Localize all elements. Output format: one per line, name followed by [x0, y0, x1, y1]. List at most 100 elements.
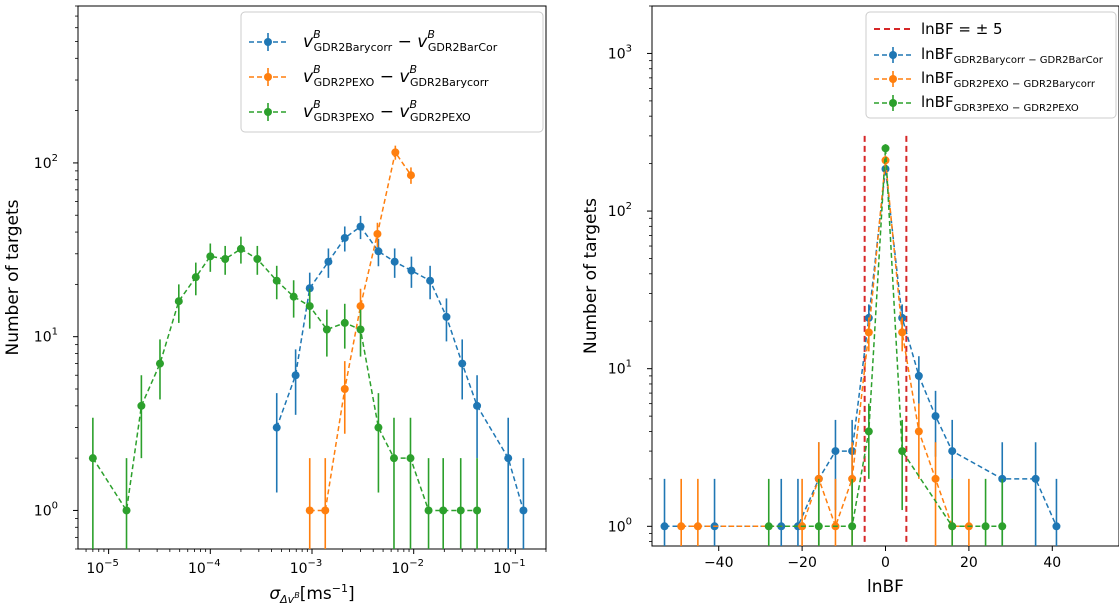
data-point: [660, 522, 669, 531]
data-point: [881, 144, 890, 153]
left-chart-panel: 10−5 10−4 10−3 10−2 10−1 100 101 102 σΔvB[ms−1] N…: [3, 5, 547, 606]
data-point: [340, 318, 349, 327]
legend: vB GDR2Barycorr − vB GDR2BarCor vB GDR2PEXO …: [240, 11, 544, 133]
legend-box: [865, 11, 1117, 119]
data-point: [389, 454, 398, 463]
y-tick-label: 102: [608, 201, 632, 220]
x-axis-label: σΔvB[ms−1]: [269, 582, 354, 606]
data-point: [272, 276, 281, 285]
data-point: [155, 359, 164, 368]
data-point: [340, 384, 349, 393]
legend-marker: [264, 38, 272, 46]
legend-marker: [264, 108, 272, 116]
data-point: [221, 254, 230, 263]
x-tick-label: 20: [960, 555, 978, 571]
data-point: [693, 522, 702, 531]
data-point: [374, 247, 383, 256]
x-tick-label: 10−1: [493, 558, 526, 577]
legend: lnBF = ± 5 lnBFGDR2Barycorr − GDR2BarCor l…: [865, 11, 1117, 119]
right-chart-panel: −40 −20 0 20 40 100 101 102 103 lnBF Number of tar…: [581, 5, 1119, 597]
series-line: [768, 148, 1003, 528]
data-point: [519, 506, 528, 515]
data-point: [831, 447, 840, 456]
data-point: [253, 254, 262, 263]
data-point: [305, 302, 314, 311]
legend-marker: [889, 51, 897, 59]
x-tick-label: 10−4: [188, 558, 221, 577]
data-point: [948, 522, 957, 531]
data-point: [137, 401, 146, 410]
data-point: [898, 328, 907, 337]
data-point: [764, 522, 773, 531]
y-tick-label: 100: [608, 516, 632, 535]
data-point: [442, 312, 451, 321]
data-point: [374, 423, 383, 432]
data-point: [914, 371, 923, 380]
y-tick-label: 101: [608, 359, 632, 378]
y-tick-label: 103: [608, 43, 632, 62]
data-point: [473, 401, 482, 410]
y-tick-label: 100: [34, 500, 58, 519]
legend-marker: [889, 99, 897, 107]
legend-box: [240, 11, 544, 133]
series-line: [681, 160, 969, 529]
data-point: [931, 412, 940, 421]
data-point: [998, 522, 1007, 531]
x-tick-label: 10−5: [86, 558, 119, 577]
data-point: [948, 447, 957, 456]
data-point: [848, 522, 857, 531]
data-point: [373, 229, 382, 238]
data-point: [439, 506, 448, 515]
data-point: [864, 328, 873, 337]
data-point: [191, 273, 200, 282]
data-point: [206, 252, 215, 261]
x-tick-label: −20: [787, 555, 817, 571]
legend-label: lnBFGDR2Barycorr − GDR2BarCor: [921, 45, 1104, 66]
x-tick-label: 0: [881, 555, 890, 571]
data-point: [356, 302, 365, 311]
legend-label: vB GDR2PEXO − vB GDR2Barycorr: [303, 63, 489, 89]
data-point: [864, 427, 873, 436]
data-point: [504, 454, 513, 463]
data-point: [291, 371, 300, 380]
data-point: [456, 506, 465, 515]
data-point: [426, 276, 435, 285]
data-point: [898, 447, 907, 456]
series-line: [275, 225, 525, 511]
y-tick-label: 102: [34, 153, 58, 172]
data-point: [356, 325, 365, 334]
plot-area: [88, 145, 528, 549]
plot-area: [660, 135, 1061, 546]
data-point: [88, 454, 97, 463]
data-point: [322, 325, 331, 334]
x-tick-label: −40: [704, 555, 734, 571]
data-point: [814, 522, 823, 531]
x-tick-label: 40: [1043, 555, 1061, 571]
data-point: [677, 522, 686, 531]
data-point: [406, 171, 415, 180]
data-point: [424, 506, 433, 515]
legend-label: lnBF = ± 5: [921, 20, 1003, 38]
legend-marker: [889, 75, 897, 83]
y-tick-label: 101: [34, 327, 58, 346]
legend-label: lnBFGDR3PEXO − GDR2PEXO: [921, 93, 1079, 114]
data-point: [1052, 522, 1061, 531]
series-line: [92, 248, 478, 513]
data-point: [473, 506, 482, 515]
data-point: [914, 427, 923, 436]
data-point: [391, 148, 400, 157]
data-point: [981, 522, 990, 531]
data-point: [122, 506, 131, 515]
data-point: [305, 284, 314, 293]
y-axis-label: Number of targets: [3, 199, 23, 355]
data-point: [289, 292, 298, 301]
data-point: [174, 297, 183, 306]
data-point: [340, 233, 349, 242]
legend-marker: [264, 73, 272, 81]
y-axis-label: Number of targets: [581, 198, 601, 354]
data-point: [1031, 474, 1040, 483]
x-axis-label: lnBF: [867, 577, 904, 597]
data-point: [356, 222, 365, 231]
data-point: [272, 423, 281, 432]
